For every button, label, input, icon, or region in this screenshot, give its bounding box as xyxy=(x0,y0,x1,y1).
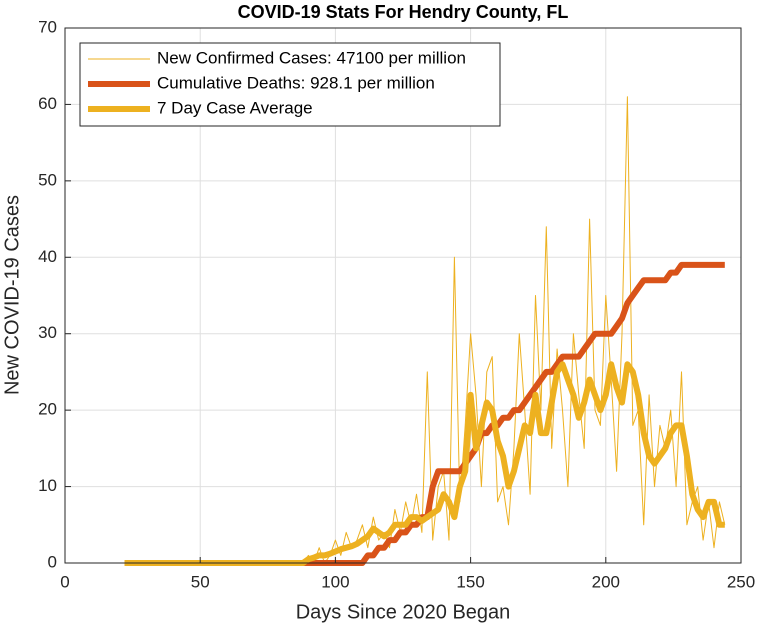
series-line xyxy=(124,361,725,566)
y-tick-label: 0 xyxy=(48,552,57,571)
legend-label: New Confirmed Cases: 47100 per million xyxy=(157,48,466,67)
x-tick-label: 50 xyxy=(191,572,210,591)
y-tick-label: 30 xyxy=(38,323,57,342)
y-tick-label: 50 xyxy=(38,170,57,189)
y-tick-label: 40 xyxy=(38,247,57,266)
x-tick-label: 150 xyxy=(456,572,484,591)
y-tick-label: 70 xyxy=(38,17,57,36)
y-tick-label: 60 xyxy=(38,94,57,113)
series-line xyxy=(124,96,726,564)
axes: 0 50 100 150 200 250 0 10 20 30 40 50 60 70 xyxy=(38,17,755,591)
y-tick-label: 10 xyxy=(38,476,57,495)
x-tick-label: 200 xyxy=(592,572,620,591)
plot-area xyxy=(124,96,726,566)
legend: New Confirmed Cases: 47100 per million Cu… xyxy=(79,42,501,127)
x-tick-label: 0 xyxy=(60,572,69,591)
x-tick-label: 250 xyxy=(727,572,755,591)
axes-box xyxy=(64,27,742,564)
legend-label: 7 Day Case Average xyxy=(157,98,313,117)
chart-title: COVID-19 Stats For Hendry County, FL xyxy=(238,2,569,22)
x-tick-label: 100 xyxy=(321,572,349,591)
legend-label: Cumulative Deaths: 928.1 per million xyxy=(157,73,435,92)
y-tick-label: 20 xyxy=(38,400,57,419)
x-axis-label: Days Since 2020 Began xyxy=(296,601,511,623)
y-axis-label: New COVID-19 Cases xyxy=(1,195,23,395)
